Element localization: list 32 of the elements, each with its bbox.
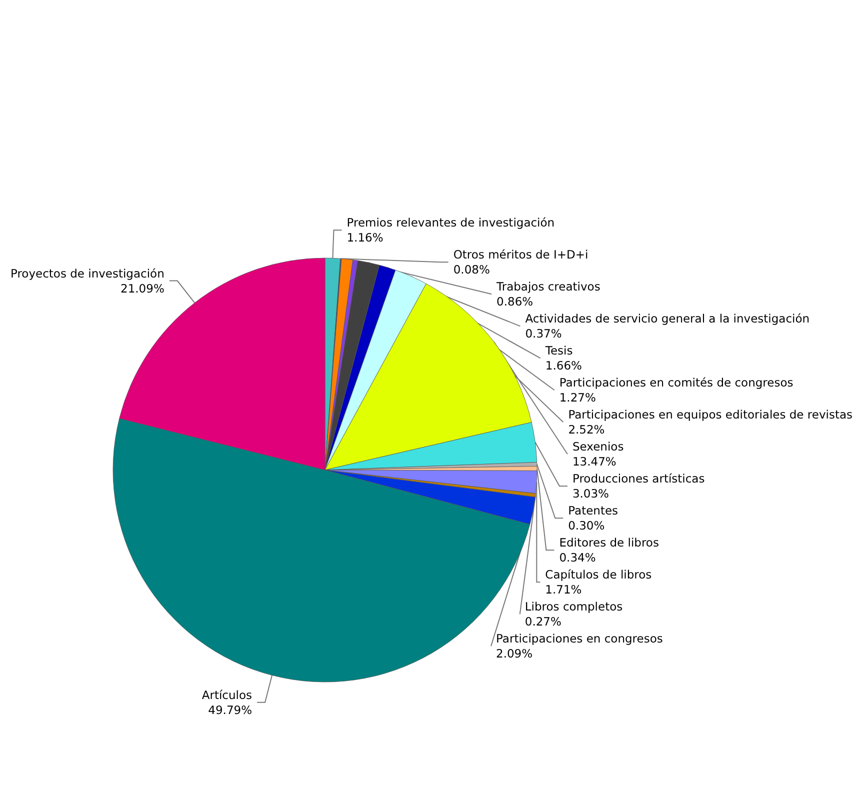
data-label: 0.30% <box>568 518 605 533</box>
slice-label: Participaciones en comités de congresos <box>559 376 794 390</box>
data-label: 0.37% <box>525 326 562 341</box>
slice-label: Trabajos creativos <box>496 280 600 294</box>
slice-label: Sexenios <box>572 440 624 454</box>
data-label: 0.08% <box>453 262 490 277</box>
data-label: 1.27% <box>559 390 596 405</box>
data-label: 2.09% <box>496 646 533 661</box>
slice-label: Premios relevantes de investigación <box>346 216 555 230</box>
data-label: 2.52% <box>568 422 605 437</box>
slice-label: Libros completos <box>524 600 623 614</box>
slice-label: Artículos <box>202 688 252 702</box>
data-label: 13.47% <box>572 454 616 469</box>
data-label: 3.03% <box>572 486 610 501</box>
slice-label: Producciones artísticas <box>572 472 705 486</box>
slice-label: Actividades de servicio general a la investigación <box>525 312 810 326</box>
data-label: 0.34% <box>559 550 596 565</box>
slice-label: Otros méritos de I+D+i <box>453 248 588 262</box>
data-label: 0.86% <box>496 294 534 309</box>
data-label: 1.66% <box>545 358 582 373</box>
data-label: 49.79% <box>208 702 252 717</box>
slice-label: Patentes <box>568 504 618 518</box>
slice-label: Participaciones en equipos editoriales de revistas <box>568 408 853 422</box>
slice-label: Capítulos de libros <box>545 568 652 582</box>
data-label: 0.27% <box>524 614 562 629</box>
data-label: 21.09% <box>120 281 164 296</box>
data-label: 1.16% <box>346 230 384 245</box>
slice-label: Proyectos de investigación <box>10 266 164 280</box>
data-label: 1.71% <box>545 582 582 597</box>
slice-label: Tesis <box>544 344 573 358</box>
slice-label: Participaciones en congresos <box>496 632 663 646</box>
slice-label: Editores de libros <box>559 536 659 550</box>
